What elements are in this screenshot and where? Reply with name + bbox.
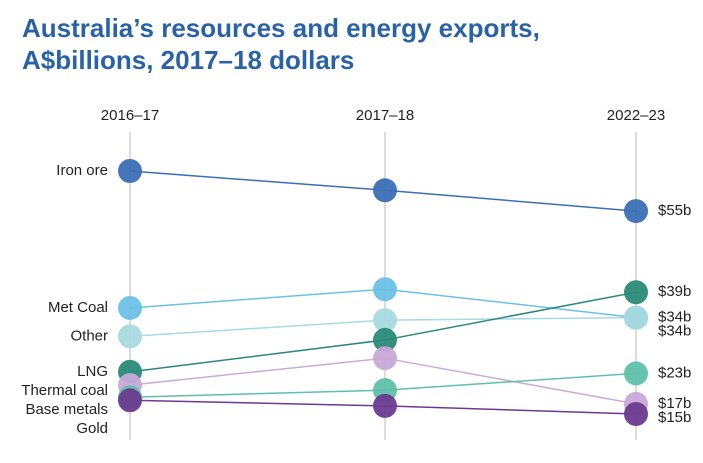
value-label: $34b — [658, 309, 691, 326]
point — [118, 388, 142, 413]
point — [373, 277, 397, 302]
x-tick-label: 2016–17 — [101, 107, 159, 124]
point — [118, 295, 142, 320]
point — [373, 346, 397, 371]
value-label: $17b — [658, 395, 691, 412]
point — [624, 402, 648, 426]
value-label: $34b — [658, 323, 691, 340]
legend-label: Other — [70, 327, 108, 344]
point — [373, 308, 397, 333]
legend-label: Base metals — [25, 401, 108, 418]
point — [624, 280, 648, 305]
point — [624, 361, 648, 386]
x-tick-label: 2017–18 — [356, 107, 414, 124]
point — [118, 159, 142, 183]
legend-label: Met Coal — [48, 299, 108, 316]
value-label: $55b — [658, 202, 691, 219]
legend-label: Thermal coal — [21, 382, 108, 399]
legend-label: Iron ore — [56, 162, 108, 179]
legend-label: LNG — [77, 363, 108, 380]
point — [373, 178, 397, 203]
point — [624, 305, 648, 330]
point — [373, 393, 397, 418]
legend-label: Gold — [76, 420, 108, 437]
point — [118, 324, 142, 349]
value-label: $15b — [658, 409, 691, 426]
point — [373, 327, 397, 352]
chart-title: Australia’s resources and energy exports… — [22, 13, 540, 75]
x-tick-label: 2022–23 — [607, 107, 665, 124]
value-label: $23b — [658, 364, 691, 381]
point — [624, 199, 648, 224]
value-label: $39b — [658, 283, 691, 300]
